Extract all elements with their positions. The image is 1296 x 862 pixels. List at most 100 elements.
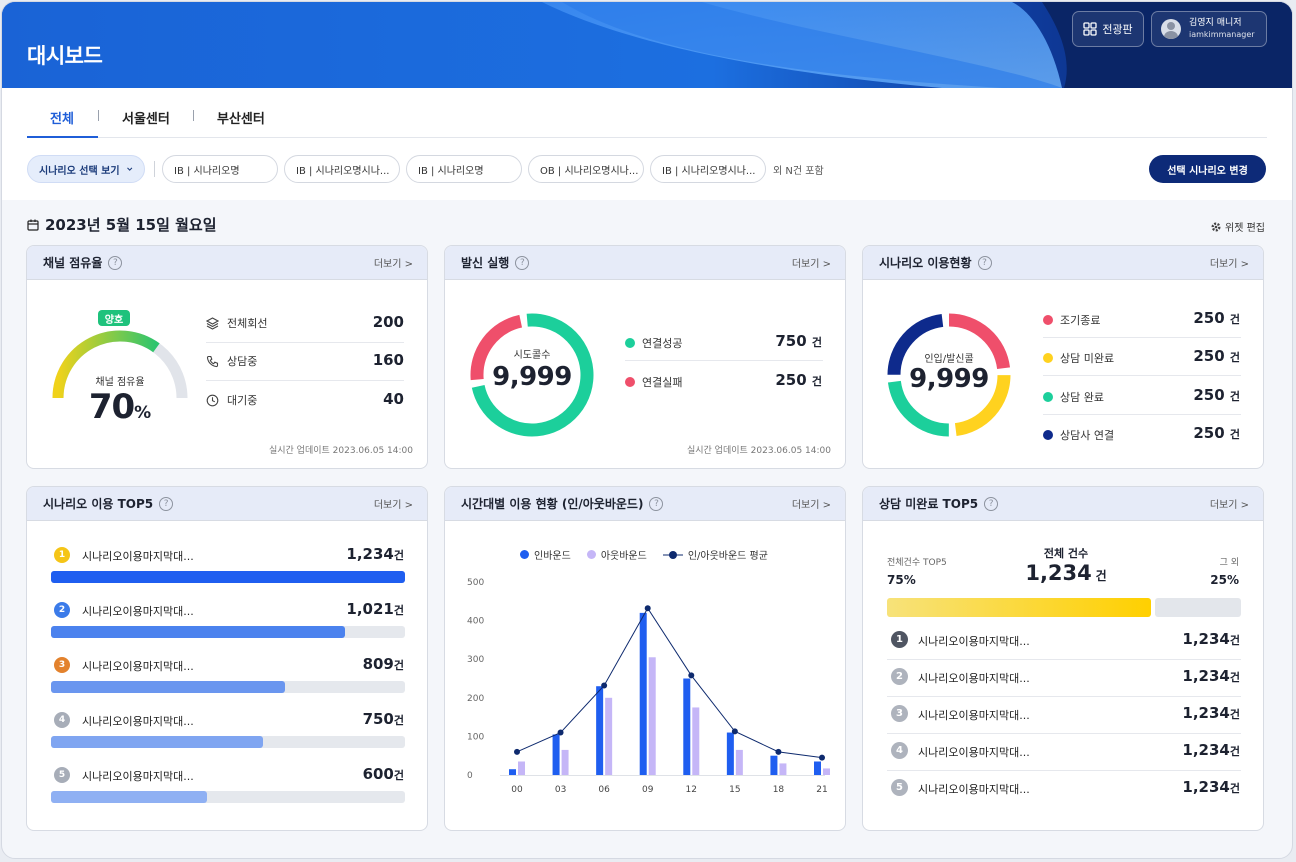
unit: 건: [393, 714, 404, 727]
channel-gauge: [52, 330, 188, 399]
scenario-chip[interactable]: OB | 시나리오명시나...: [528, 155, 644, 183]
help-icon[interactable]: ?: [515, 255, 530, 270]
progress-fill: [51, 791, 207, 803]
help-icon[interactable]: ?: [159, 496, 174, 511]
scenario-chip[interactable]: IB | 시나리오명: [162, 155, 278, 183]
unit: 건: [1229, 708, 1240, 721]
fail-value: 250: [775, 371, 807, 389]
share-bar-others: [1154, 598, 1241, 617]
x-tick-label: 03: [555, 785, 566, 795]
bar-outbound: [518, 761, 525, 775]
more-link[interactable]: 더보기 >: [1209, 500, 1249, 511]
bar-inbound: [596, 686, 604, 775]
user-profile-button[interactable]: 김영지 매니저 iamkimmanager: [1151, 11, 1267, 47]
card-title: 시나리오 이용 TOP5: [43, 497, 154, 511]
scenario-select-dropdown[interactable]: 시나리오 선택 보기: [27, 155, 145, 183]
scenario-chip[interactable]: IB | 시나리오명시나...: [284, 155, 400, 183]
scenario-donut-chart: [887, 313, 1011, 437]
x-tick-label: 00: [511, 785, 523, 795]
more-link[interactable]: 더보기 >: [373, 259, 413, 270]
scenario-chip[interactable]: IB | 시나리오명시나...: [650, 155, 766, 183]
legend-dot: [1043, 353, 1053, 363]
legend-dot: [1043, 315, 1053, 325]
bar-inbound: [683, 678, 691, 775]
outbound-calls-card: 발신 실행 ? 더보기 > 시도콜수 9,999 연결성공 750 건 연결실패…: [444, 245, 846, 469]
progress-fill: [51, 736, 264, 748]
scenario-filter-bar: 시나리오 선택 보기 IB | 시나리오명 IB | 시나리오명시나... IB…: [27, 155, 1267, 183]
page-title: 대시보드: [27, 44, 103, 68]
dashboard-display-button[interactable]: 전광판: [1072, 11, 1144, 47]
average-point: [557, 729, 564, 736]
more-link[interactable]: 더보기 >: [791, 259, 831, 270]
tab-seoul[interactable]: 서울센터: [122, 112, 170, 127]
scenario-count: 750: [362, 710, 394, 728]
avatar: [1161, 19, 1181, 39]
more-link[interactable]: 더보기 >: [791, 500, 831, 511]
x-tick-label: 21: [816, 785, 827, 795]
y-tick-label: 100: [467, 732, 484, 742]
help-icon[interactable]: ?: [984, 496, 999, 511]
more-count-text: 외 N건 포함: [773, 166, 824, 177]
bar-inbound: [770, 755, 778, 775]
legend-dot: [1043, 430, 1053, 440]
card-title: 시간대별 이용 현황 (인/아웃바운드): [461, 497, 644, 511]
x-tick-label: 06: [598, 785, 610, 795]
scenario-name: 시나리오이용마지막대...: [918, 783, 1030, 796]
waiting-label: 대기중: [227, 394, 258, 407]
widget-edit-button[interactable]: 위젯 편집: [1210, 219, 1265, 234]
user-name: 김영지 매니저: [1189, 18, 1242, 28]
scenario-name: 시나리오이용마지막대...: [82, 605, 194, 618]
top5-share-value: 75%: [887, 573, 916, 587]
unit: 건: [393, 604, 404, 617]
progress-fill: [51, 571, 405, 583]
legend-value: 250: [1193, 309, 1225, 327]
chart-legend: 인바운드 아웃바운드 인/아웃바운드 평균: [520, 547, 768, 562]
donut-segment-early-end: [887, 313, 1011, 437]
divider: [206, 380, 404, 381]
scenario-name: 시나리오이용마지막대...: [918, 672, 1030, 685]
waiting-value: 40: [383, 390, 404, 408]
bar-outbound: [605, 697, 613, 775]
legend-marker-inbound: [520, 550, 529, 559]
gauge-unit: %: [134, 403, 152, 423]
average-point: [644, 605, 651, 612]
share-bar: [887, 598, 1241, 617]
total-lines-value: 200: [372, 313, 404, 331]
unit: 건: [1229, 745, 1240, 758]
rank-medal-icon: 1: [54, 547, 70, 563]
more-link[interactable]: 더보기 >: [1209, 259, 1249, 270]
scenario-chip[interactable]: IB | 시나리오명: [406, 155, 522, 183]
legend-label: 인/아웃바운드 평균: [687, 551, 768, 562]
help-icon[interactable]: ?: [649, 496, 664, 511]
y-tick-label: 400: [467, 617, 484, 627]
divider: [1043, 337, 1241, 338]
hourly-bar-chart: 0 100 200 300 400 500 00 03 06 09 12 15 18 21: [467, 578, 830, 795]
unit: 건: [1229, 671, 1240, 684]
change-scenario-button[interactable]: 선택 시나리오 변경: [1149, 155, 1266, 183]
bar-inbound: [814, 761, 821, 775]
divider: [625, 360, 823, 361]
more-link[interactable]: 더보기 >: [373, 500, 413, 511]
legend-dot-success: [625, 338, 635, 348]
scenario-name: 시나리오이용마지막대...: [82, 715, 194, 728]
scenario-name: 시나리오이용마지막대...: [918, 709, 1030, 722]
tab-busan[interactable]: 부산센터: [217, 112, 265, 127]
rank-circle-icon: 2: [891, 668, 908, 685]
unit: 건: [811, 375, 822, 388]
total-count-label: 전체 건수: [1043, 547, 1089, 560]
scenario-name: 시나리오이용마지막대...: [82, 770, 194, 783]
tab-all[interactable]: 전체: [50, 112, 74, 127]
bar-outbound: [779, 763, 787, 775]
average-point: [514, 748, 520, 755]
help-icon[interactable]: ?: [977, 255, 992, 270]
legend-marker-outbound: [586, 550, 596, 559]
x-tick-label: 15: [729, 785, 740, 795]
help-icon[interactable]: ?: [108, 255, 123, 270]
average-point: [731, 728, 738, 735]
x-tick-label: 12: [686, 785, 697, 795]
card-title: 상담 미완료 TOP5: [879, 497, 979, 511]
share-bar-top5: [887, 598, 1151, 617]
rank-medal-icon: 4: [54, 712, 70, 728]
progress-track: [51, 626, 405, 638]
top5-share-label: 전체건수 TOP5: [887, 558, 947, 568]
